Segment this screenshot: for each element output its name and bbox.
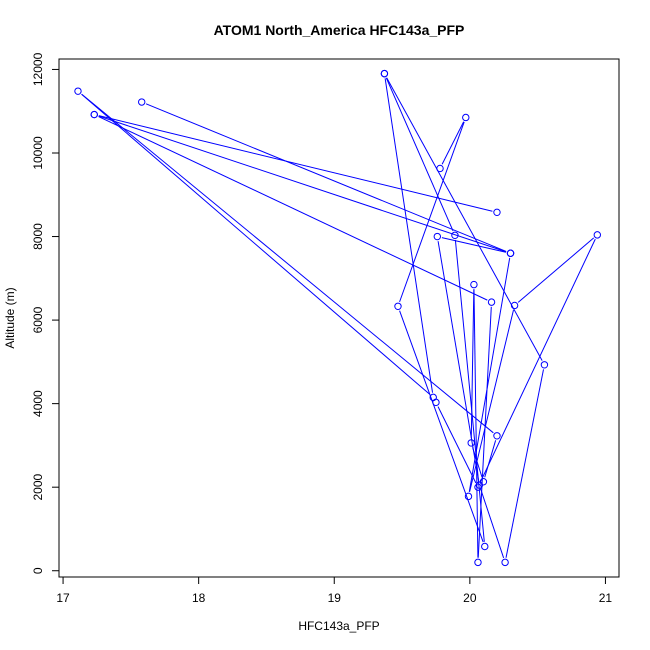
data-point <box>432 398 440 407</box>
x-axis: 17 18 19 20 21 <box>56 576 613 605</box>
data-point <box>493 208 501 217</box>
series-1-segment <box>517 237 595 303</box>
series-0-segment <box>81 93 431 395</box>
x-tick-label: 20 <box>463 591 477 605</box>
series-0-segment <box>484 440 497 478</box>
data-point <box>394 302 402 311</box>
data-point <box>138 98 146 106</box>
series-0-segment <box>441 237 507 253</box>
data-point <box>464 492 473 501</box>
data-point <box>470 280 478 289</box>
data-point <box>436 164 444 173</box>
series-1-segment <box>469 309 514 492</box>
data-point <box>540 361 549 369</box>
series-1-segment <box>437 406 477 484</box>
data-point <box>474 558 482 567</box>
data-point <box>74 87 82 95</box>
series-0-segment <box>477 306 492 558</box>
y-tick-label: 8000 <box>31 223 45 250</box>
series-0-segment <box>437 241 480 481</box>
data-point <box>474 483 482 491</box>
data-point <box>481 542 489 551</box>
series-0-segment <box>480 489 505 559</box>
data-point <box>593 231 602 239</box>
series-0-segment <box>399 310 484 543</box>
series-0-segment <box>386 77 543 361</box>
y-tick-label: 12000 <box>31 52 45 86</box>
x-tick-label: 19 <box>328 591 342 605</box>
y-tick-label: 10000 <box>31 136 45 170</box>
x-tick-label: 21 <box>599 591 613 605</box>
x-axis-label: HFC143a_PFP <box>298 619 379 633</box>
x-tick-label: 17 <box>56 591 70 605</box>
y-tick-label: 2000 <box>31 474 45 501</box>
series-0-segment <box>505 369 544 558</box>
series-0-segment <box>473 289 479 558</box>
y-axis: 0 2000 4000 6000 8000 10000 12000 <box>31 52 60 574</box>
series-2-segment <box>98 115 493 212</box>
data-point <box>506 249 515 257</box>
y-axis-label: Altitude (m) <box>3 287 17 348</box>
plot-frame <box>58 58 620 578</box>
data-point <box>475 481 484 489</box>
data-point <box>90 110 98 119</box>
series-1-segment <box>145 103 507 252</box>
series-1-segment <box>479 238 596 484</box>
data-point <box>510 301 519 310</box>
chart-title: ATOM1 North_America HFC143a_PFP <box>214 22 465 38</box>
series-0-segment <box>454 239 485 542</box>
series-0-segment <box>81 93 494 434</box>
series-0-segment <box>384 78 434 393</box>
y-tick-label: 0 <box>31 567 45 574</box>
data-point <box>451 231 459 239</box>
series-1-segment <box>468 257 511 492</box>
series-layer <box>74 69 602 567</box>
y-tick-label: 6000 <box>31 306 45 333</box>
data-point <box>467 439 475 447</box>
data-point <box>487 298 496 306</box>
data-point <box>493 432 501 440</box>
series-0-segment <box>98 116 488 301</box>
data-point <box>462 113 470 122</box>
data-point <box>380 69 389 78</box>
x-tick-label: 18 <box>192 591 206 605</box>
data-point <box>433 232 442 241</box>
series-0-segment <box>399 121 465 303</box>
series-0-segment <box>98 115 507 253</box>
series-0-segment <box>441 121 465 165</box>
y-tick-label: 4000 <box>31 390 45 417</box>
data-point <box>501 558 509 567</box>
series-0-segment <box>385 77 454 232</box>
